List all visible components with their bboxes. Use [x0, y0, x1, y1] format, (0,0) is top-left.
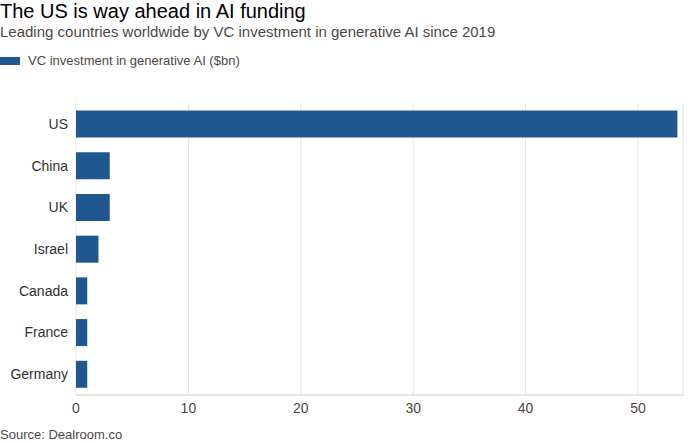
svg-text:40: 40: [518, 400, 534, 416]
svg-text:30: 30: [405, 400, 421, 416]
svg-text:Israel: Israel: [34, 241, 68, 257]
svg-text:0: 0: [72, 400, 80, 416]
svg-text:20: 20: [293, 400, 309, 416]
svg-text:50: 50: [630, 400, 646, 416]
svg-text:10: 10: [181, 400, 197, 416]
html-text:Leading countries worldwide by: Leading countries worldwide by VC invest…: [0, 23, 496, 40]
svg-text:Canada: Canada: [19, 283, 68, 299]
svg-text:China: China: [31, 158, 68, 174]
svg-text:France: France: [24, 324, 68, 340]
svg-text:US: US: [49, 116, 68, 132]
svg-text:Germany: Germany: [10, 366, 68, 382]
html-text:VC investment in generative AI: VC investment in generative AI ($bn): [28, 53, 240, 68]
html-text:Source: Dealroom.co: Source: Dealroom.co: [0, 427, 123, 442]
svg-text:UK: UK: [49, 199, 69, 215]
html-text:The US is way ahead in AI fund: The US is way ahead in AI funding: [0, 0, 306, 22]
